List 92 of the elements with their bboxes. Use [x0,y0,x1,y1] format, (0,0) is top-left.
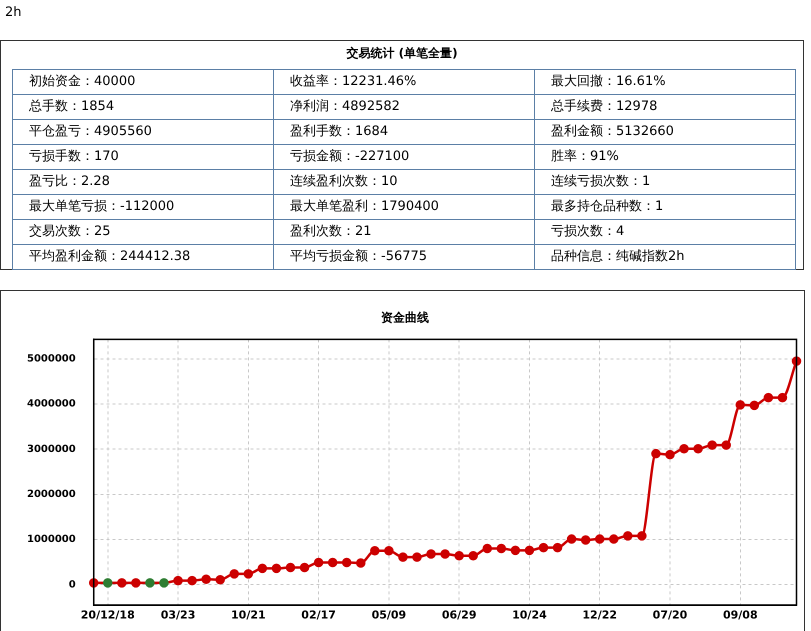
point [159,578,169,588]
text: 盈利手数：1684 [274,120,535,145]
point [314,558,324,568]
y-tick-label: 1000000 [26,534,76,546]
text: 交易统计 (单笔全量) [345,45,459,62]
point [623,531,633,541]
point [510,546,520,556]
point [524,546,534,556]
point [482,544,492,554]
point [173,576,183,586]
point [566,534,576,544]
point [736,400,746,410]
x-tick-label: 10/24 [512,608,548,622]
text: 平仓盈亏：4905560 [13,120,274,145]
text: 盈利金额：5132660 [535,120,796,145]
point [679,444,689,454]
point [721,440,731,450]
point [398,552,408,562]
y-tick-label: 3000000 [26,444,76,455]
y-tick-label: 4000000 [26,398,76,410]
y-tick-label: 0 [68,579,76,590]
x-tick-label: 12/22 [582,608,618,622]
text: 净利润：4892582 [274,95,535,120]
point [496,544,506,554]
text: 总手数：1854 [13,95,274,120]
point [426,549,436,559]
text: 初始资金：40000 [13,70,274,95]
point [468,551,478,561]
point [778,392,788,402]
text: 总手续费：12978 [535,95,796,120]
text: 品种信息：纯碱指数2h [535,245,796,270]
point [230,569,240,579]
point [637,531,647,541]
text: 亏损金额：-227100 [274,145,535,170]
point [356,558,366,568]
point [454,551,464,561]
point [300,562,310,572]
text: 连续盈利次数：10 [274,170,535,195]
point [103,578,113,588]
point [594,534,604,544]
text: 盈利次数：21 [274,220,535,245]
point [693,444,703,454]
text: 亏损手数：170 [13,145,274,170]
x-tick-label: 05/09 [372,608,406,622]
point [131,578,141,588]
chart-title: 资金曲线 [381,310,429,324]
text: 最多持仓品种数：1 [535,195,796,220]
text: 盈亏比：2.28 [13,170,274,195]
text: 平均亏损金额：-56775 [274,245,535,270]
point [258,564,268,574]
point [286,562,296,572]
point [440,549,450,559]
point [412,552,422,562]
point [750,400,760,410]
point [342,558,352,568]
text: 收益率：12231.46% [274,70,535,95]
point [187,576,197,586]
text: 交易次数：25 [13,220,274,245]
text: 连续亏损次数：1 [535,170,796,195]
y-tick-label: 2000000 [26,488,76,500]
text: 亏损次数：4 [535,220,796,245]
point [328,558,338,568]
x-tick-label: 06/29 [442,608,476,622]
point [370,546,380,556]
point [764,392,774,402]
text: 胜率：91% [535,145,796,170]
point [117,578,127,588]
text: 最大单笔亏损：-112000 [13,195,274,220]
point [552,542,562,552]
x-tick-label: 10/21 [231,608,266,622]
text: 最大单笔盈利：1790400 [274,195,535,220]
point [244,569,254,579]
x-tick-label: 02/17 [301,608,336,622]
point [651,448,661,458]
x-tick-label: 07/20 [652,608,688,622]
text: 最大回撤：16.61% [535,70,796,95]
point [707,440,717,450]
text: 平均盈利金额：244412.38 [13,245,274,270]
point [665,450,675,460]
point [384,546,394,556]
x-tick-label: 20/12/18 [80,608,135,622]
x-tick-label: 03/23 [160,608,196,622]
point [580,535,590,545]
point [609,534,619,544]
x-tick-label: 09/08 [722,608,758,622]
point [201,574,211,584]
y-tick-label: 5000000 [26,353,76,364]
point [538,542,548,552]
point [272,564,282,574]
point [215,574,225,584]
text: 2h [5,5,22,20]
point [145,578,155,588]
